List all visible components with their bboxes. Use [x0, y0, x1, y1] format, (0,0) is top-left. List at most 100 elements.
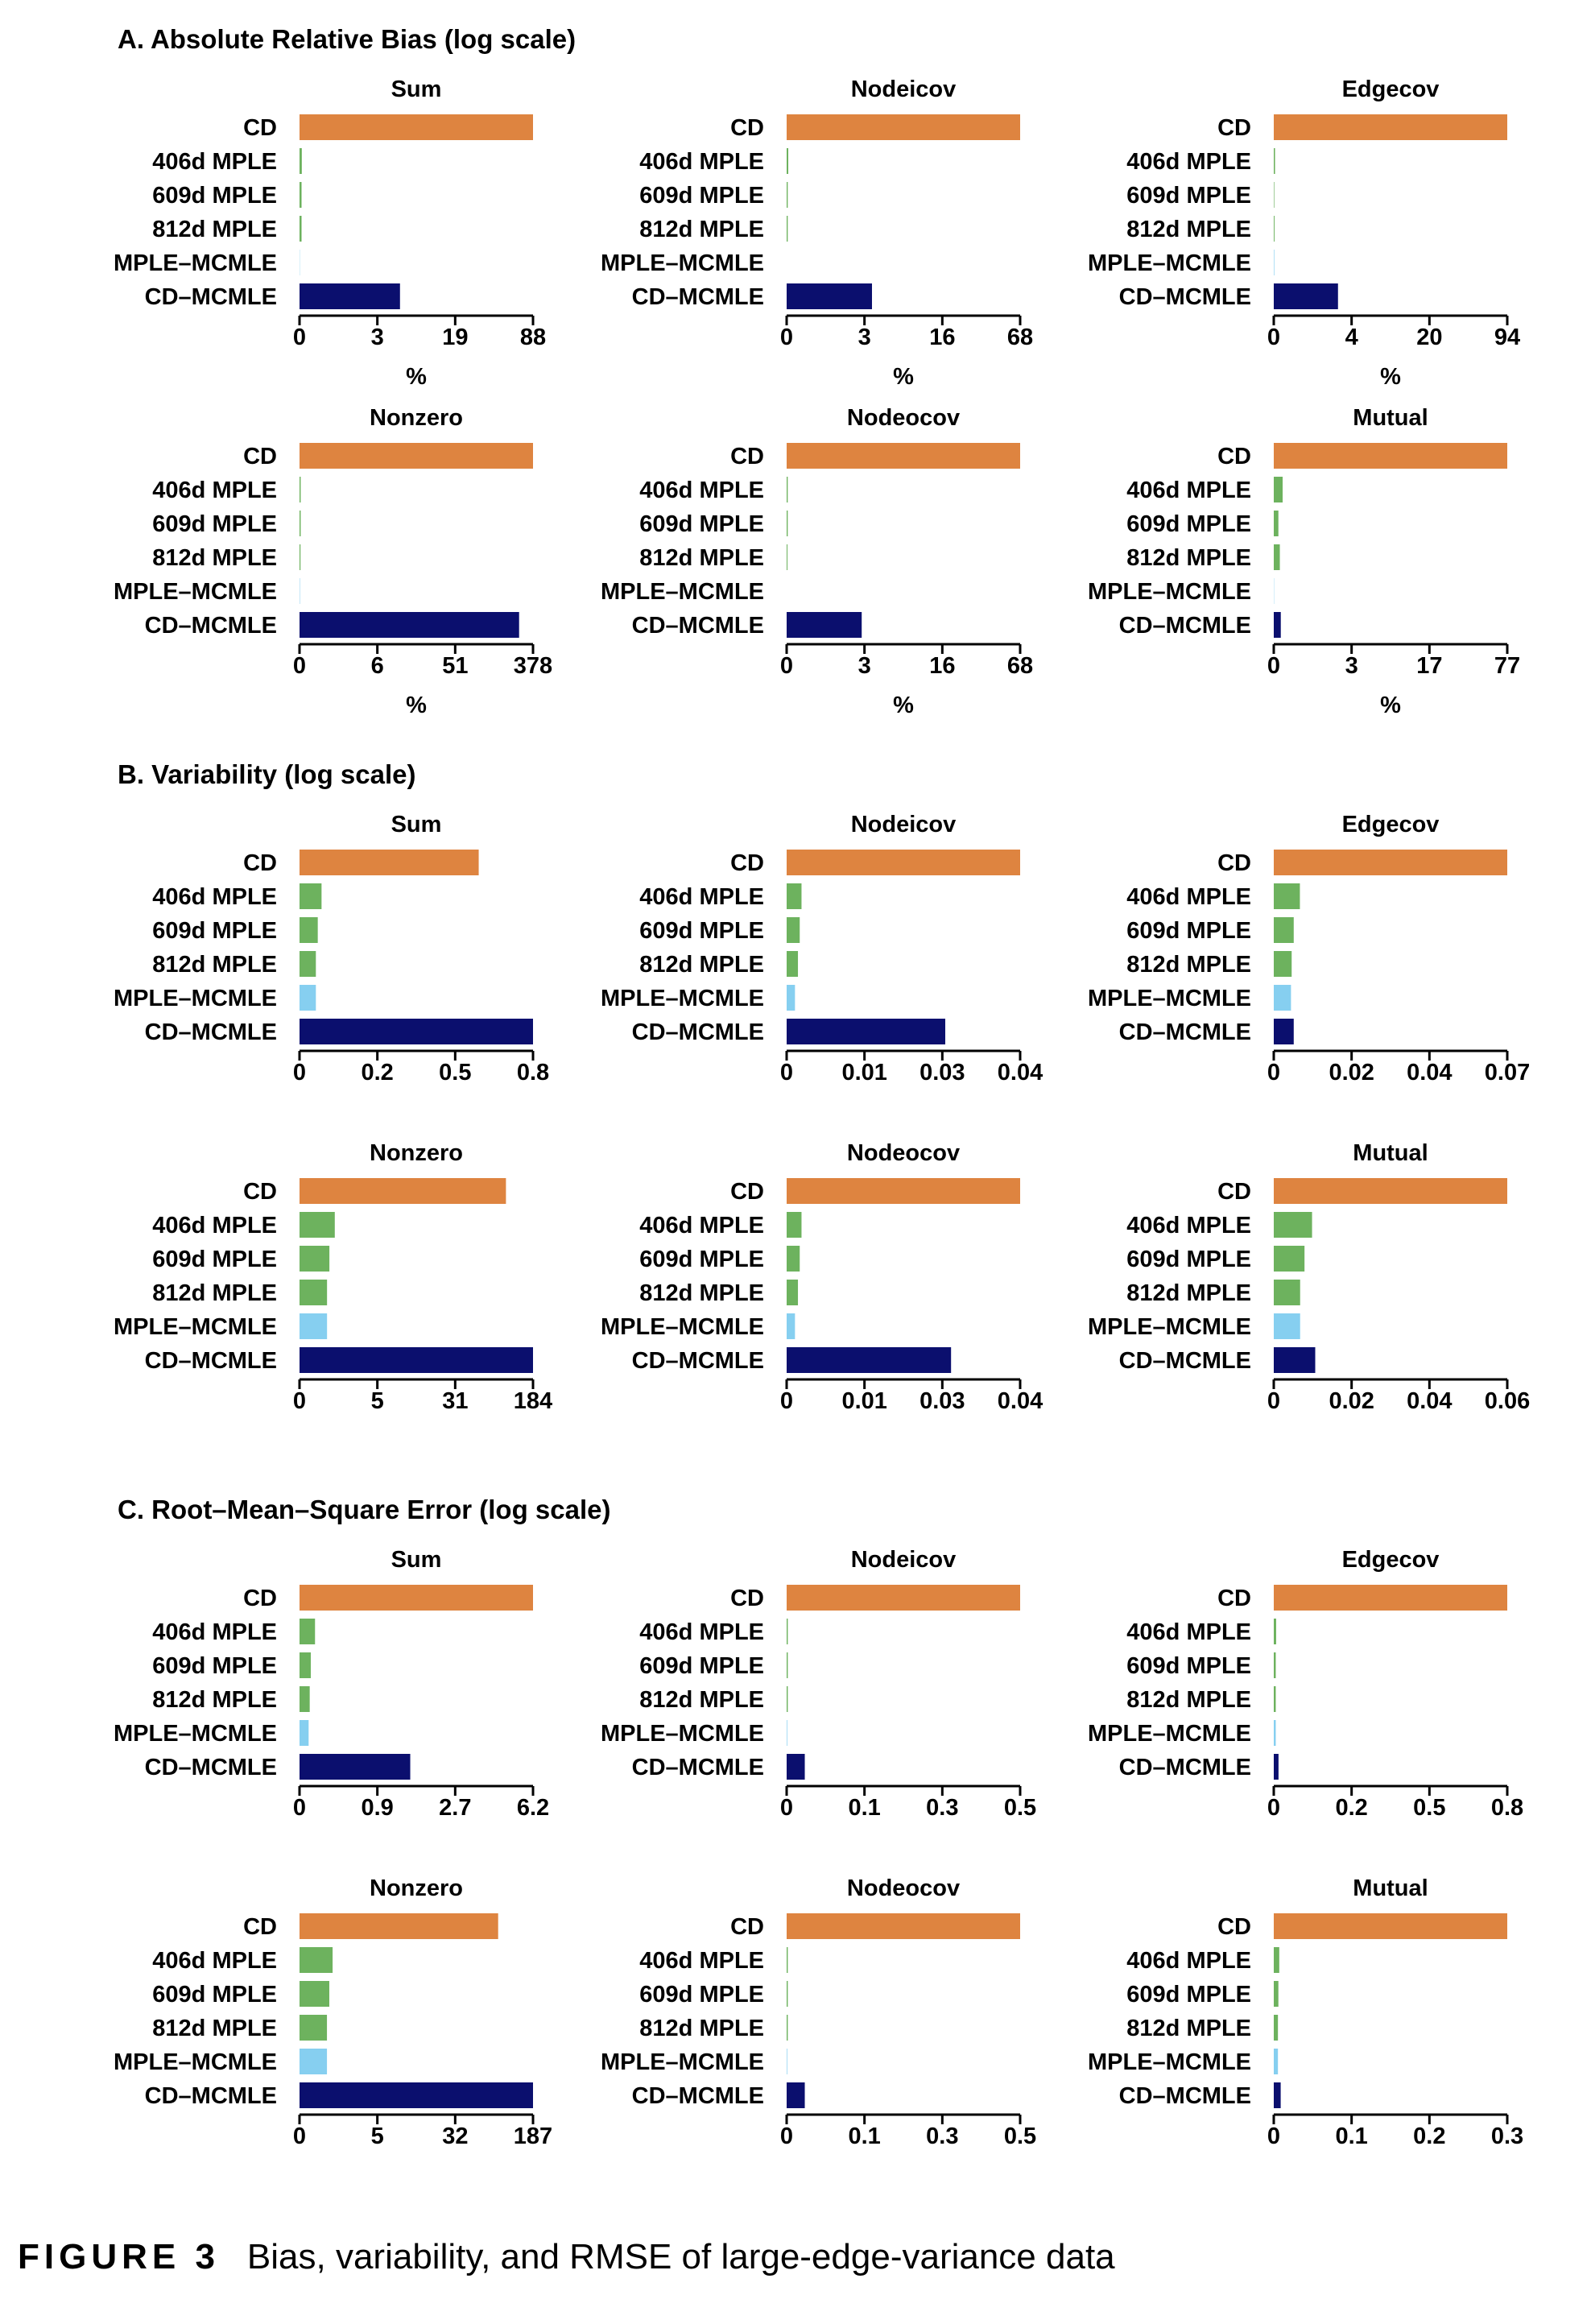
- x-tick-label: 0: [293, 1060, 306, 1085]
- bar: [300, 1313, 328, 1339]
- panel-title: Nodeocov: [847, 1140, 960, 1166]
- x-tick-label: 0.1: [1336, 2123, 1368, 2149]
- panel-title: Nodeocov: [847, 405, 960, 431]
- x-axis-label: %: [406, 693, 427, 718]
- x-tick-label: 0: [293, 1388, 306, 1414]
- x-tick-label: 0.04: [1407, 1060, 1452, 1085]
- x-tick-label: 0: [780, 2123, 793, 2149]
- bar: [787, 1754, 805, 1780]
- category-label: MPLE–MCMLE: [601, 1721, 764, 1747]
- category-label: CD: [243, 850, 277, 876]
- category-label: MPLE–MCMLE: [1088, 1721, 1251, 1747]
- category-label: CD–MCMLE: [1119, 2083, 1251, 2109]
- panel-title: Edgecov: [1342, 77, 1440, 102]
- bar: [300, 1619, 316, 1644]
- category-label: 812d MPLE: [1126, 545, 1251, 571]
- panel-title: Sum: [391, 1547, 442, 1573]
- bar: [300, 1754, 411, 1780]
- bar: [787, 283, 872, 309]
- category-label: 609d MPLE: [152, 918, 277, 944]
- category-label: 609d MPLE: [639, 1982, 764, 2008]
- x-axis-label: %: [1380, 693, 1401, 718]
- category-label: 406d MPLE: [639, 1619, 764, 1645]
- x-tick-label: 0: [1267, 1060, 1280, 1085]
- bar: [300, 1280, 328, 1305]
- bar: [787, 883, 802, 909]
- x-tick-label: 0: [1267, 653, 1280, 679]
- category-label: 406d MPLE: [152, 149, 277, 175]
- bar: [1274, 182, 1275, 208]
- category-label: 812d MPLE: [639, 1687, 764, 1713]
- x-tick-label: 31: [442, 1388, 468, 1414]
- category-label: 609d MPLE: [1126, 1247, 1251, 1272]
- category-label: 609d MPLE: [639, 1247, 764, 1272]
- x-tick-label: 0.2: [1336, 1795, 1368, 1821]
- category-label: 812d MPLE: [639, 545, 764, 571]
- bar: [1274, 1720, 1276, 1746]
- bar: [1274, 612, 1281, 638]
- x-tick-label: 0.8: [1491, 1795, 1523, 1821]
- x-tick-label: 0.8: [517, 1060, 549, 1085]
- category-label: 609d MPLE: [1126, 183, 1251, 209]
- category-label: 609d MPLE: [152, 1653, 277, 1679]
- section-title: A. Absolute Relative Bias (log scale): [118, 24, 576, 54]
- bar: [1274, 477, 1283, 502]
- figure-label: FIGURE 3: [18, 2237, 220, 2276]
- category-label: CD–MCMLE: [632, 284, 764, 310]
- bar: [787, 850, 1020, 875]
- x-tick-label: 3: [371, 325, 384, 350]
- x-tick-label: 0.2: [1413, 2123, 1445, 2149]
- bar: [1274, 1212, 1312, 1238]
- x-tick-label: 68: [1007, 325, 1033, 350]
- bar: [300, 443, 533, 469]
- bar: [1274, 1913, 1507, 1939]
- category-label: CD–MCMLE: [145, 1348, 277, 1374]
- category-label: CD: [1217, 850, 1251, 876]
- panel-title: Nonzero: [370, 405, 463, 431]
- category-label: MPLE–MCMLE: [1088, 1314, 1251, 1340]
- bar: [1274, 114, 1507, 140]
- x-tick-label: 0.2: [362, 1060, 394, 1085]
- x-tick-label: 0.03: [919, 1060, 965, 1085]
- x-tick-label: 0: [780, 325, 793, 350]
- category-label: 812d MPLE: [639, 217, 764, 242]
- category-label: 812d MPLE: [639, 2016, 764, 2041]
- bar: [300, 917, 318, 943]
- x-tick-label: 0.3: [1491, 2123, 1523, 2149]
- bar: [787, 1019, 945, 1044]
- bar: [300, 1686, 310, 1712]
- bar: [787, 1585, 1020, 1611]
- category-label: CD–MCMLE: [145, 1019, 277, 1045]
- x-tick-label: 0.02: [1329, 1060, 1374, 1085]
- category-label: MPLE–MCMLE: [601, 986, 764, 1011]
- category-label: MPLE–MCMLE: [601, 579, 764, 605]
- x-tick-label: 0.1: [849, 1795, 881, 1821]
- category-label: CD–MCMLE: [632, 1348, 764, 1374]
- bar: [300, 1246, 330, 1272]
- x-tick-label: 0: [780, 1388, 793, 1414]
- category-label: 812d MPLE: [639, 952, 764, 978]
- category-label: 609d MPLE: [152, 1247, 277, 1272]
- bar: [300, 1019, 533, 1044]
- category-label: 812d MPLE: [152, 217, 277, 242]
- x-tick-label: 0: [780, 1795, 793, 1821]
- category-label: 609d MPLE: [152, 511, 277, 537]
- bar: [1274, 917, 1294, 943]
- x-tick-label: 4: [1345, 325, 1358, 350]
- panel-title: Edgecov: [1342, 1547, 1440, 1573]
- category-label: 609d MPLE: [1126, 1982, 1251, 2008]
- bar: [1274, 216, 1275, 242]
- bar: [300, 612, 519, 638]
- bar: [1274, 985, 1291, 1011]
- x-tick-label: 5: [371, 2123, 384, 2149]
- x-tick-label: 0: [1267, 1388, 1280, 1414]
- bar: [1274, 1246, 1305, 1272]
- category-label: 406d MPLE: [639, 1213, 764, 1239]
- panel-title: Nodeicov: [851, 812, 957, 837]
- x-tick-label: 0: [1267, 2123, 1280, 2149]
- category-label: CD–MCMLE: [632, 2083, 764, 2109]
- bar: [300, 148, 302, 174]
- category-label: MPLE–MCMLE: [601, 250, 764, 276]
- category-label: 812d MPLE: [1126, 217, 1251, 242]
- x-tick-label: 77: [1494, 653, 1520, 679]
